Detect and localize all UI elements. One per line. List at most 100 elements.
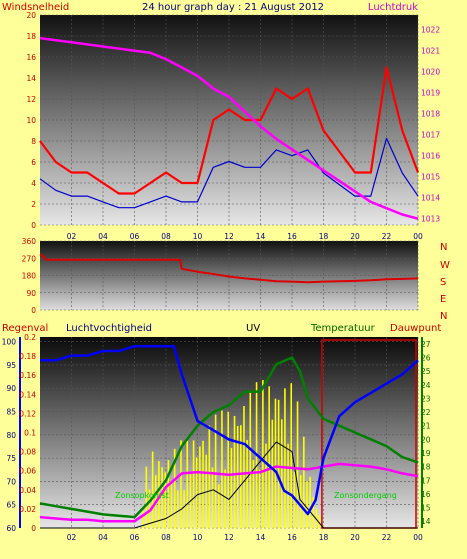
temp-tick-19: 19 [421, 449, 431, 458]
solar-bar [173, 448, 176, 528]
rain-tick-0.02: 0.02 [19, 505, 36, 514]
dewpoint-axis-label: Dauwpunt [390, 323, 441, 334]
solar-bar [208, 425, 211, 528]
humidity-tick-60: 60 [6, 524, 16, 533]
temp-tick-26: 26 [421, 353, 431, 362]
solar-bar [280, 419, 283, 528]
solar-bar [258, 469, 261, 528]
hour-label-bottom-00: 00 [413, 533, 423, 542]
pressure-tick-1015: 1015 [421, 173, 440, 182]
temp-tick-17: 17 [421, 476, 431, 485]
solar-bar [315, 508, 318, 528]
solar-bar [287, 443, 289, 528]
pressure-tick-1016: 1016 [421, 152, 440, 161]
solar-bar [224, 469, 226, 528]
dir-letter-e: E [440, 294, 446, 305]
hour-label-bottom-16: 16 [287, 533, 297, 542]
temp-tick-27: 27 [421, 340, 431, 349]
solar-bar [180, 440, 182, 528]
wind-tick-20: 20 [26, 11, 36, 20]
temp-tick-21: 21 [421, 422, 431, 431]
solar-bar [271, 419, 274, 528]
solar-bar [303, 436, 305, 528]
temp-tick-22: 22 [421, 408, 431, 417]
solar-bar [164, 472, 167, 528]
hour-label-top-18: 18 [319, 232, 329, 241]
solar-bar [186, 437, 189, 528]
temp-tick-25: 25 [421, 367, 431, 376]
hour-label-top-22: 22 [382, 232, 392, 241]
hour-label-top-08: 08 [161, 232, 171, 241]
dir-letter-w: W [440, 260, 450, 271]
hour-label-top-04: 04 [98, 232, 108, 241]
humidity-tick-80: 80 [6, 431, 16, 440]
pressure-tick-1022: 1022 [421, 26, 440, 35]
wind-direction-line [39, 253, 419, 284]
solar-bar [195, 457, 198, 528]
sunrise-label: Zonsopkomst [115, 491, 169, 500]
wind-speed-line [39, 66, 420, 195]
humidity-tick-70: 70 [6, 477, 16, 486]
wind-tick-18: 18 [26, 32, 36, 41]
solar-bar [312, 496, 315, 528]
solar-bar [252, 460, 255, 528]
humidity-tick-100: 100 [2, 338, 17, 347]
solar-bar [211, 467, 214, 528]
temp-tick-20: 20 [421, 435, 431, 444]
pressure-tick-1020: 1020 [421, 68, 440, 77]
hour-label-top-06: 06 [130, 232, 140, 241]
solar-bar [246, 440, 248, 528]
solar-bar [167, 460, 170, 528]
solar-bar [217, 484, 220, 528]
hour-label-bottom-08: 08 [161, 533, 171, 542]
pressure-tick-1017: 1017 [421, 131, 440, 140]
hour-label-bottom-20: 20 [350, 533, 360, 542]
hour-label-bottom-22: 22 [382, 533, 392, 542]
rain-tick-0.08: 0.08 [19, 448, 36, 457]
hour-label-bottom-02: 02 [67, 533, 77, 542]
hour-label-top-12: 12 [224, 232, 234, 241]
wind-average-line [39, 137, 419, 209]
wind-tick-14: 14 [26, 74, 36, 83]
hour-label-bottom-10: 10 [193, 533, 203, 542]
solar-bar [230, 448, 233, 528]
solar-bar [177, 490, 179, 528]
dir-letter-s: S [440, 277, 446, 288]
direction-tick-360: 360 [22, 237, 37, 246]
wind-tick-2: 2 [31, 200, 36, 209]
wind-tick-6: 6 [31, 158, 36, 167]
wind-direction-legend: N W S E N [440, 242, 450, 322]
wind-tick-10: 10 [26, 116, 36, 125]
uv-axis-label: UV [246, 323, 260, 334]
dir-letter-n-bottom: N [440, 311, 447, 322]
rain-tick-0: 0 [31, 524, 36, 533]
temp-tick-23: 23 [421, 394, 431, 403]
solar-bar [296, 401, 299, 528]
windspeed-axis-label: Windsnelheid [2, 2, 69, 13]
direction-tick-90: 90 [26, 289, 36, 298]
humidity-tick-65: 65 [6, 501, 16, 510]
solar-bar [221, 410, 223, 528]
solar-bar [199, 446, 201, 528]
solar-bar [183, 490, 185, 528]
pressure-tick-1014: 1014 [421, 194, 440, 203]
solar-bar [205, 454, 207, 528]
solar-bar [265, 443, 267, 528]
wind-tick-4: 4 [31, 179, 36, 188]
solar-bar [318, 515, 321, 528]
wind-tick-8: 8 [31, 137, 36, 146]
solar-bar [227, 411, 230, 528]
hour-label-bottom-12: 12 [224, 533, 234, 542]
solar-bar [306, 481, 308, 528]
solar-bar [148, 489, 151, 528]
humidity-tick-95: 95 [6, 361, 16, 370]
solar-bar [161, 467, 163, 528]
humidity-tick-75: 75 [6, 454, 16, 463]
pressure-tick-1018: 1018 [421, 110, 440, 119]
solar-bar [274, 398, 277, 528]
pressure-tick-1019: 1019 [421, 89, 440, 98]
direction-tick-270: 270 [22, 254, 37, 263]
hour-label-bottom-06: 06 [130, 533, 140, 542]
rain-tick-0.16: 0.16 [19, 371, 36, 380]
dir-letter-n-top: N [440, 242, 447, 253]
